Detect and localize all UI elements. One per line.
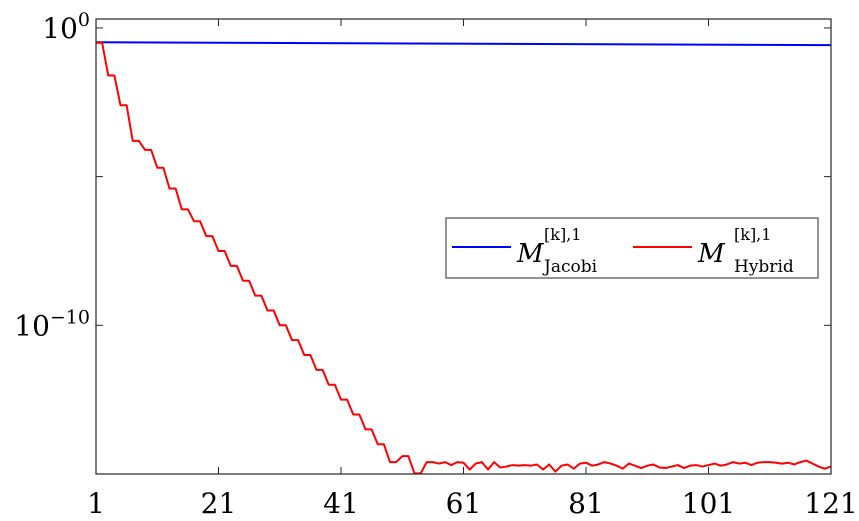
- axes-box: [95, 18, 832, 475]
- svg-text:[k],1: [k],1: [734, 225, 771, 244]
- x-tick-label: 41: [323, 487, 359, 520]
- legend-label-jacobi: M: [516, 239, 545, 269]
- svg-text:Jacobi: Jacobi: [542, 257, 598, 277]
- legend-sub-jacobi: Jacobi: [542, 257, 598, 277]
- legend-sup-jacobi: [k],1: [544, 225, 581, 244]
- svg-text:[k],1: [k],1: [544, 225, 581, 244]
- y-tick-label: 100: [42, 9, 90, 45]
- x-tick-labels: 1 21 41 61 81 101 121: [87, 487, 858, 520]
- x-tick-label: 101: [682, 487, 735, 520]
- series-line-hybrid: [96, 41, 832, 475]
- y-tick-label: 10−10: [14, 306, 90, 342]
- legend: M [k],1 Jacobi M [k],1 Hybrid: [445, 217, 819, 279]
- x-tick-label: 61: [446, 487, 482, 520]
- x-tick-label: 21: [201, 487, 237, 520]
- legend-sup-hybrid: [k],1: [734, 225, 771, 244]
- x-tick-label: 81: [568, 487, 604, 520]
- svg-text:Hybrid: Hybrid: [734, 257, 794, 277]
- x-tick-label: 121: [804, 487, 857, 520]
- x-tick-label: 1: [87, 487, 105, 520]
- y-tick-labels: 100 10−10: [14, 9, 90, 342]
- legend-sub-hybrid: Hybrid: [734, 257, 794, 277]
- series-line-jacobi: [95, 41, 832, 47]
- legend-label-hybrid: M: [697, 239, 726, 269]
- series-layer: [95, 41, 832, 475]
